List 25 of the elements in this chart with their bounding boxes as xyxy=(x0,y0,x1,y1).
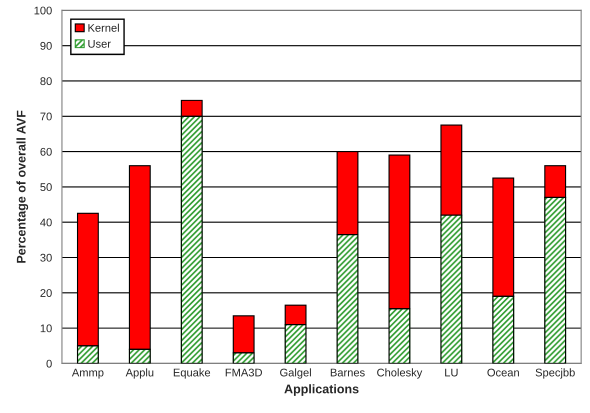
y-tick-label: 50 xyxy=(40,183,52,192)
y-tick-label: 60 xyxy=(40,148,52,156)
x-tick-label: Barnes xyxy=(330,368,365,376)
y-tick-label: 30 xyxy=(40,254,52,262)
y-tick-label: 100 xyxy=(34,6,52,14)
x-tick-label: Specjbb xyxy=(536,368,575,379)
x-axis-title: Applications xyxy=(284,384,359,396)
x-tick-label: Ammp xyxy=(72,368,104,379)
y-tick-label: 40 xyxy=(40,218,52,226)
x-tick-label: LU xyxy=(445,368,458,376)
x-tick-label: Applu xyxy=(126,368,154,379)
x-tick-label: Ocean xyxy=(487,368,519,376)
y-tick-label: 0 xyxy=(46,360,52,368)
y-tick-label: 70 xyxy=(40,112,52,120)
y-tick-label: 10 xyxy=(40,324,52,332)
legend-label: User xyxy=(88,40,111,48)
x-tick-label: FMA3D xyxy=(226,368,262,376)
y-tick-label: 90 xyxy=(40,42,52,50)
x-tick-label: Cholesky xyxy=(377,368,422,379)
x-tick-label: Galgel xyxy=(280,368,311,379)
y-axis-title: Percentage of overall AVF xyxy=(16,110,28,263)
x-tick-label: Equake xyxy=(174,368,210,379)
y-tick-label: 80 xyxy=(40,77,52,86)
y-tick-label: 20 xyxy=(40,289,52,297)
legend-label: Kernel xyxy=(88,24,119,32)
